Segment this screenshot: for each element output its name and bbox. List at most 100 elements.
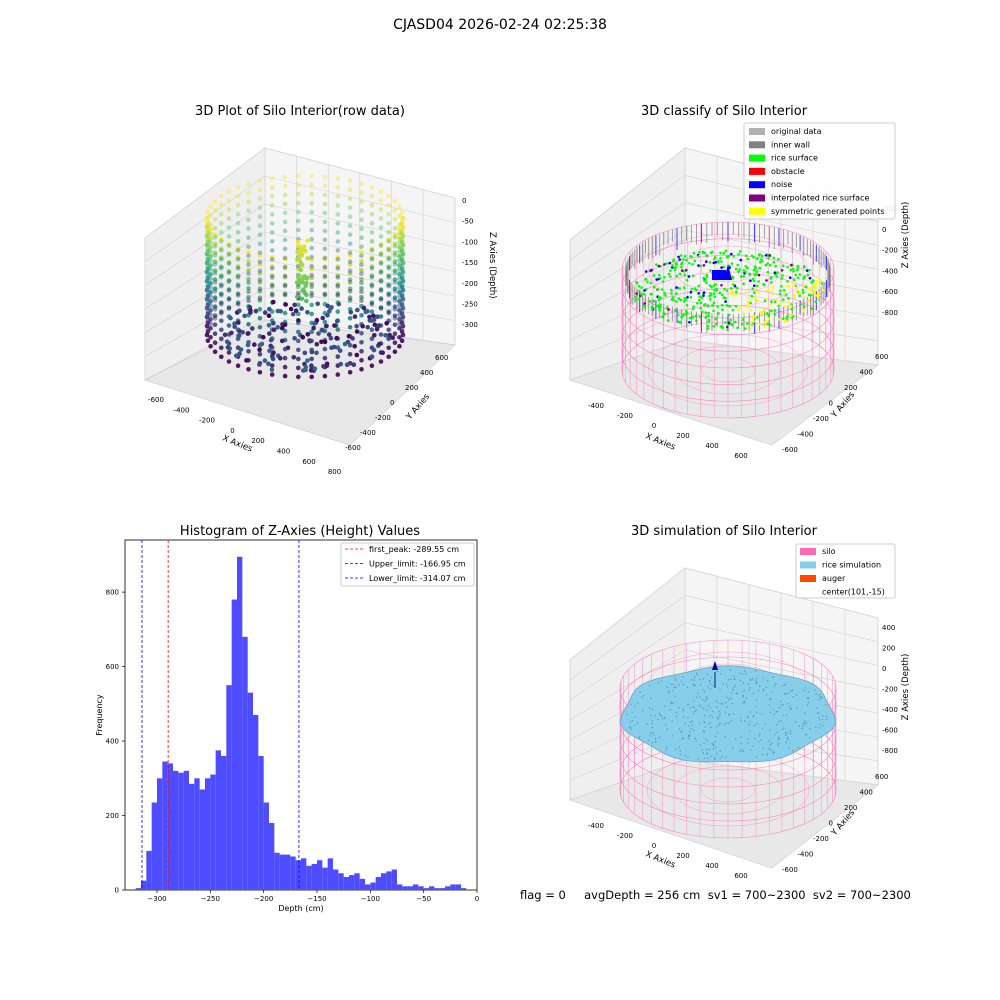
rice-surface-dot [672, 735, 674, 737]
surface-point [699, 301, 703, 305]
rice-surface-dot [702, 699, 704, 701]
data-point [378, 189, 384, 194]
data-point [392, 322, 398, 328]
rice-surface-dot [789, 732, 792, 735]
data-point [397, 335, 402, 340]
data-point [347, 298, 353, 303]
rice-surface-dot [682, 708, 685, 711]
data-point [334, 335, 339, 341]
rice-surface-dot [742, 682, 745, 684]
data-point [371, 347, 377, 353]
surface-point [769, 281, 773, 284]
data-point [303, 248, 308, 254]
data-point [282, 283, 288, 289]
rice-surface-dot [684, 755, 686, 757]
data-point [350, 336, 355, 341]
raw-y-axis-label: Y Axies [404, 392, 432, 423]
data-point [269, 367, 275, 373]
surface-point [774, 265, 777, 268]
data-point [208, 263, 213, 268]
surface-point [715, 289, 718, 292]
rice-surface-dot [687, 725, 690, 727]
rice-surface-dot [748, 689, 750, 691]
surface-point [722, 296, 726, 299]
data-point [226, 305, 232, 310]
rice-surface-dot [723, 723, 726, 725]
data-point [246, 190, 251, 195]
surface-point [780, 277, 783, 280]
rice-surface-dot [631, 711, 633, 713]
data-point [219, 220, 224, 226]
tick-label: 400 [882, 624, 895, 632]
data-point [226, 279, 232, 284]
data-point [309, 275, 315, 281]
rice-surface-dot [778, 737, 780, 740]
data-point [378, 297, 384, 302]
histogram-panel-title: Histogram of Z-Axies (Height) Values [179, 524, 421, 539]
rice-surface-dot [742, 694, 744, 697]
rice-surface-dot [693, 729, 695, 731]
rice-surface-dot [726, 722, 728, 724]
data-point [392, 253, 398, 258]
data-point [400, 314, 406, 320]
surface-point [738, 268, 741, 271]
histogram-bar [242, 636, 248, 890]
data-point [212, 298, 218, 303]
gridline [569, 202, 686, 281]
data-point [397, 344, 402, 349]
rice-surface-dot [736, 692, 739, 695]
rice-surface-dot [770, 698, 772, 700]
rice-surface-dot [770, 749, 772, 752]
data-point [246, 208, 251, 213]
rice-surface-dot [657, 718, 659, 721]
rice-surface-dot [792, 749, 794, 752]
surface-point [760, 310, 764, 314]
data-point [208, 267, 213, 273]
surface-point [767, 314, 770, 318]
data-point [378, 296, 384, 301]
rice-surface-dot [784, 683, 787, 686]
surface-point [816, 290, 820, 294]
gridline [569, 595, 686, 681]
rice-surface-dot [716, 732, 719, 734]
data-point [282, 219, 288, 225]
data-point [309, 245, 315, 251]
surface-point [744, 291, 748, 295]
surface-point [637, 297, 641, 301]
data-point [397, 299, 402, 304]
data-point [359, 250, 364, 255]
data-point [208, 231, 213, 236]
data-point [271, 350, 276, 355]
histogram-bar [290, 856, 296, 890]
data-point [235, 239, 241, 244]
data-point [303, 283, 308, 288]
data-point [397, 267, 402, 273]
surface-point [652, 299, 655, 303]
surface-point [746, 257, 750, 261]
rice-surface-dot [721, 755, 724, 757]
data-point [282, 256, 288, 262]
data-point [346, 333, 352, 339]
surface-point [754, 266, 758, 270]
tick-label: -600 [782, 446, 798, 454]
data-point [208, 222, 213, 227]
surface-point [749, 326, 752, 330]
rice-surface-dot [695, 709, 697, 711]
data-point [335, 354, 341, 359]
data-point [397, 253, 402, 259]
rice-surface-dot [669, 709, 671, 711]
surface-point [746, 322, 749, 325]
rice-surface-dot [788, 747, 790, 749]
tick-label: -400 [798, 851, 814, 859]
rice-surface-dot [647, 739, 650, 741]
surface-point [773, 313, 777, 316]
surface-point [822, 288, 825, 292]
data-point [296, 365, 301, 371]
data-point [322, 174, 328, 180]
surface-point [655, 278, 658, 281]
surface-point [694, 314, 698, 318]
rice-surface-dot [804, 720, 806, 722]
data-point [208, 290, 213, 295]
simulation-z-axis-label: Z Axies (Depth) [901, 654, 911, 721]
legend-label: rice surface [771, 154, 818, 163]
